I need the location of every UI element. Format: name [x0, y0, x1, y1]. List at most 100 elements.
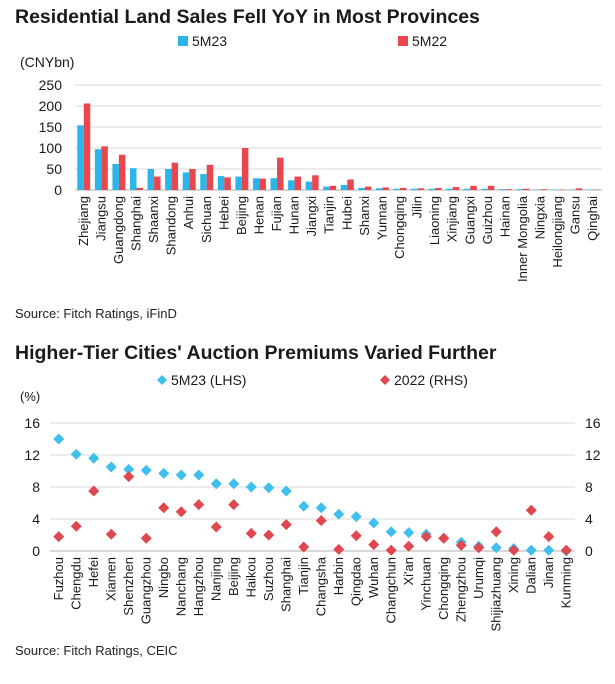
point-5m23: [175, 469, 187, 481]
x-tick-label: Harbin: [331, 557, 346, 595]
x-tick-label: Shanghai: [278, 557, 293, 612]
bar-5m22: [101, 146, 108, 190]
point-2022: [245, 527, 257, 539]
chart1-source: Source: Fitch Ratings, iFinD: [15, 306, 177, 321]
y-tick-label-right: 0: [585, 543, 593, 559]
x-tick-label: Xiamen: [103, 557, 118, 601]
bar-5m23: [358, 187, 365, 190]
point-2022: [175, 506, 187, 518]
x-tick-label: Hangzhou: [191, 557, 206, 616]
legend-label: 5M22: [412, 33, 447, 49]
legend-label: 5M23: [192, 33, 227, 49]
x-tick-label: Urumqi: [471, 557, 486, 599]
x-tick-label: Jiangsu: [93, 196, 108, 241]
point-5m23: [123, 463, 135, 475]
x-tick-label: Kunming: [558, 557, 573, 608]
point-5m23: [385, 526, 397, 538]
point-2022: [88, 485, 100, 497]
y-tick-label: 100: [39, 140, 63, 156]
bar-5m22: [259, 178, 266, 190]
point-5m23: [490, 542, 502, 554]
point-5m23: [403, 527, 415, 539]
bar-5m23: [147, 169, 155, 190]
point-2022: [280, 519, 292, 531]
x-tick-label: Heilongjiang: [550, 196, 565, 268]
point-5m23: [350, 511, 362, 523]
bar-5m22: [382, 187, 389, 190]
chart2-title: Higher-Tier Cities' Auction Premiums Var…: [15, 342, 497, 364]
point-2022: [490, 526, 502, 538]
bar-5m22: [294, 176, 302, 190]
point-5m23: [543, 544, 555, 556]
point-5m23: [263, 482, 275, 494]
legend-marker: [157, 375, 167, 385]
x-tick-label: Tianjin: [322, 196, 337, 234]
bar-5m23: [375, 188, 383, 190]
y-tick-label: 50: [46, 161, 62, 177]
x-tick-label: Hebei: [216, 196, 231, 230]
point-5m23: [228, 478, 240, 490]
point-2022: [525, 504, 537, 516]
bar-5m23: [235, 176, 242, 190]
x-tick-label: Gansu: [568, 196, 583, 234]
bar-5m22: [540, 189, 548, 190]
bar-5m23: [129, 168, 137, 190]
point-5m23: [210, 478, 222, 490]
point-2022: [158, 502, 170, 514]
bar-5m22: [206, 164, 214, 190]
point-5m23: [525, 544, 537, 556]
point-2022: [228, 499, 240, 511]
y-axis-label: (CNYbn): [20, 54, 74, 70]
bar-5m23: [481, 188, 488, 190]
point-5m23: [280, 485, 292, 497]
bar-5m23: [165, 169, 172, 190]
y-axis-label: (%): [20, 389, 40, 404]
x-tick-label: Dalian: [523, 557, 538, 594]
bar-5m23: [94, 149, 102, 190]
point-2022: [140, 532, 152, 544]
bar-5m22: [171, 162, 179, 190]
bar-5m23: [305, 181, 313, 190]
point-2022: [455, 539, 467, 551]
point-5m23: [193, 469, 205, 481]
bar-5m22: [118, 154, 126, 190]
bar-5m22: [487, 185, 495, 190]
bar-5m22: [347, 179, 354, 190]
point-5m23: [298, 500, 310, 512]
bar-5m22: [189, 169, 196, 190]
x-tick-label: Tianjin: [296, 557, 311, 595]
point-2022: [70, 520, 82, 532]
x-tick-label: Zhengzhou: [453, 557, 468, 622]
x-tick-label: Shanghai: [128, 196, 143, 251]
x-tick-label: Wuhan: [366, 557, 381, 598]
x-tick-label: Yinchuan: [418, 557, 433, 611]
y-tick-label-left: 0: [32, 543, 40, 559]
chart2-source: Source: Fitch Ratings, CEIC: [15, 643, 178, 658]
x-tick-label: Guangdong: [111, 196, 126, 264]
point-5m23: [368, 517, 380, 529]
x-tick-label: Nanchang: [173, 557, 188, 616]
bar-5m23: [498, 189, 506, 190]
y-tick-label: 0: [54, 182, 62, 198]
point-2022: [560, 544, 572, 556]
x-tick-label: Shaanxi: [146, 196, 161, 243]
bar-5m23: [182, 172, 190, 190]
point-2022: [105, 528, 117, 540]
point-2022: [403, 540, 415, 552]
bar-5m23: [323, 186, 330, 190]
point-5m23: [333, 508, 345, 520]
x-tick-label: Sichuan: [199, 196, 214, 243]
point-2022: [123, 471, 135, 483]
point-5m23: [105, 461, 117, 473]
x-tick-label: Chongqing: [392, 196, 407, 259]
point-2022: [473, 542, 485, 554]
y-tick-label-left: 4: [32, 511, 40, 527]
y-tick-label-left: 16: [24, 415, 40, 431]
x-tick-label: Shandong: [164, 196, 179, 255]
x-tick-label: Jiangxi: [304, 196, 319, 237]
x-tick-label: Beijing: [234, 196, 249, 235]
legend-marker: [380, 375, 390, 385]
x-tick-label: Jinan: [541, 557, 556, 588]
x-tick-label: Inner Mongolia: [515, 195, 530, 282]
x-tick-label: Beijing: [226, 557, 241, 596]
